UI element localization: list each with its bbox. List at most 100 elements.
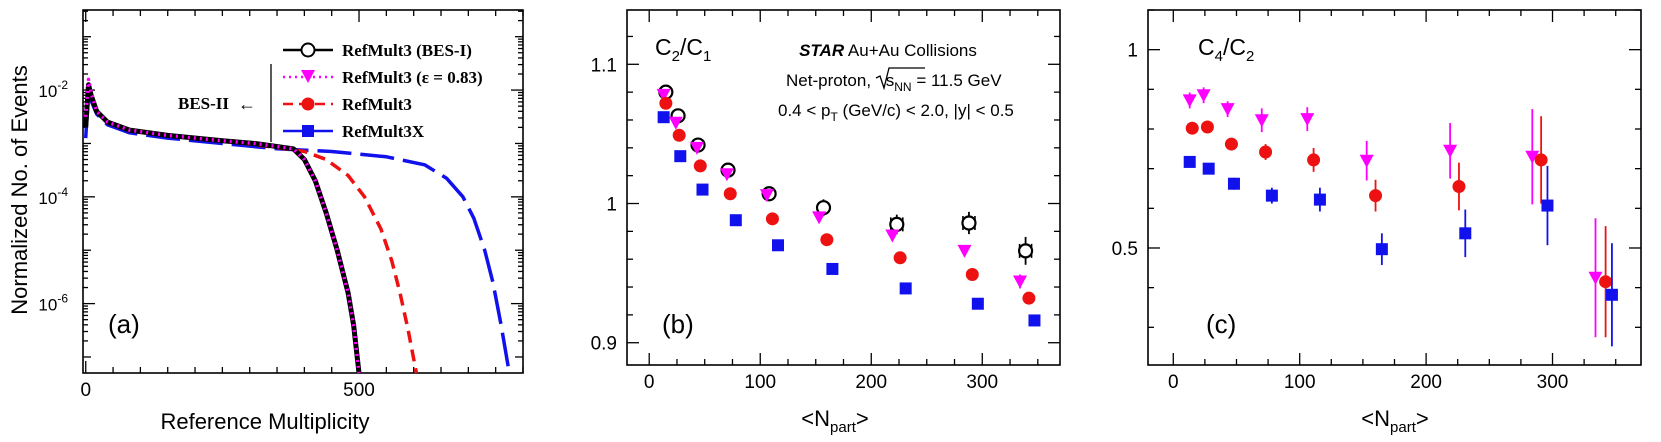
data-point [1265, 189, 1278, 202]
data-point [689, 141, 704, 155]
annotation-line-2: Net-proton, sNN = 11.5 GeV [786, 71, 1002, 94]
annotation-sqrt-sign [875, 67, 925, 91]
legend-bes2-arrow: ← [238, 94, 256, 114]
panel-a-frame [82, 9, 524, 374]
annotation-line-1: STAR Au+Au Collisions [799, 41, 977, 60]
data-point [1224, 137, 1238, 151]
data-point [1202, 162, 1215, 175]
data-point [1259, 145, 1273, 159]
data-point [1013, 275, 1028, 289]
data-point [1369, 189, 1383, 203]
data-point [1028, 314, 1041, 327]
data-point [1605, 288, 1618, 301]
data-point [1525, 150, 1540, 164]
data-point [961, 215, 977, 231]
data-point [826, 262, 839, 275]
panel-a-xtick-label: 500 [343, 380, 375, 401]
panel-c-ytick-label: 0.5 [1112, 239, 1138, 260]
panel-c-xtick-label: 300 [1537, 372, 1569, 393]
legend-label-refmult3x: RefMult3X [342, 122, 425, 141]
legend-label-eff: RefMult3 (ε = 0.83) [342, 68, 483, 87]
data-point [1443, 144, 1458, 158]
legend-marker-refmult3 [301, 97, 315, 111]
panel-c-xtick-label: 100 [1284, 372, 1316, 393]
data-point [971, 297, 984, 310]
data-point [1375, 243, 1388, 256]
legend-marker-eff [301, 70, 315, 83]
panel-b-xlabel: <Npart> [801, 406, 868, 436]
data-point [657, 111, 670, 124]
panel-b: 0.9 1 1.1 0 100 200 300 <Npart> C2/C1 (b… [591, 9, 1061, 436]
data-point [1196, 89, 1211, 103]
data-point [820, 233, 834, 247]
legend-marker-refmult3x [302, 125, 314, 137]
panel-a-ticks [83, 10, 524, 373]
data-point [696, 183, 709, 196]
legend-bes2-label: BES-II [178, 94, 229, 113]
data-point [885, 229, 900, 243]
panel-c-xtick-label: 200 [1410, 372, 1442, 393]
data-point [719, 168, 734, 182]
panel-a-ytick-label: 10-6 [38, 292, 68, 315]
data-point [957, 244, 972, 258]
data-point [1185, 121, 1199, 135]
panel-a-legend: BES-II ← RefMult3 (BES-I) RefMult3 (ε = … [178, 41, 483, 142]
panel-b-ticks [627, 10, 1060, 365]
annotation-line-3: 0.4 < pT (GeV/c) < 2.0, |y| < 0.5 [778, 101, 1014, 124]
panel-a-ytick-label: 10-4 [38, 185, 68, 208]
data-point [1022, 291, 1036, 305]
data-point [1541, 199, 1554, 212]
data-point [893, 251, 907, 265]
data-point [1227, 177, 1240, 190]
data-point [1313, 193, 1326, 206]
data-point [771, 239, 784, 252]
data-point [1200, 120, 1214, 134]
data-point [693, 159, 707, 173]
data-point [1599, 275, 1613, 289]
data-point [729, 214, 742, 227]
panel-a-series [83, 77, 512, 374]
panel-c-xlabel: <Npart> [1361, 406, 1428, 436]
data-point [1300, 113, 1315, 127]
data-point [672, 128, 686, 142]
data-point [1452, 180, 1466, 194]
data-point [656, 88, 671, 102]
data-point [759, 189, 774, 203]
panel-a-xlabel: Reference Multiplicity [160, 409, 369, 434]
data-point [812, 211, 827, 225]
data-point [1307, 153, 1321, 167]
legend-marker-bes1 [300, 42, 316, 58]
panel-c-xtick-label: 0 [1168, 372, 1179, 393]
panel-a: 10-2 10-4 10-6 0 500 Reference Multiplic… [7, 9, 524, 434]
data-point [1534, 153, 1548, 167]
data-point [1359, 154, 1374, 168]
panel-c-ticks [1148, 9, 1641, 365]
panel-b-ylabel: C2/C1 [655, 34, 711, 65]
series-line-eff [83, 77, 361, 374]
panel-a-xtick-label: 0 [80, 380, 91, 401]
legend-label-refmult3: RefMult3 [342, 95, 412, 114]
panel-b-ytick-label: 1 [606, 195, 617, 216]
panel-a-ytick-label: 10-2 [38, 78, 68, 101]
panel-b-tag: (b) [662, 309, 694, 339]
data-point [889, 216, 905, 232]
data-point [1183, 155, 1196, 168]
data-point [1220, 103, 1235, 117]
panel-b-xtick-label: 100 [744, 372, 776, 393]
data-point [965, 268, 979, 282]
legend-label-bes1: RefMult3 (BES-I) [342, 41, 472, 60]
data-point [659, 96, 673, 110]
panel-a-tag: (a) [108, 309, 140, 339]
data-point [765, 212, 779, 226]
panel-a-ylabel: Normalized No. of Events [7, 65, 32, 314]
panel-b-points [656, 84, 1041, 327]
panel-b-annotation: STAR Au+Au Collisions Net-proton, sNN = … [778, 41, 1014, 124]
panel-c-points [1182, 87, 1618, 347]
panel-b-xtick-label: 200 [855, 372, 887, 393]
data-point [674, 150, 687, 163]
data-point [1182, 94, 1197, 108]
panel-b-ytick-label: 1.1 [591, 55, 617, 76]
data-point [1459, 227, 1472, 240]
panel-b-xtick-label: 300 [966, 372, 998, 393]
